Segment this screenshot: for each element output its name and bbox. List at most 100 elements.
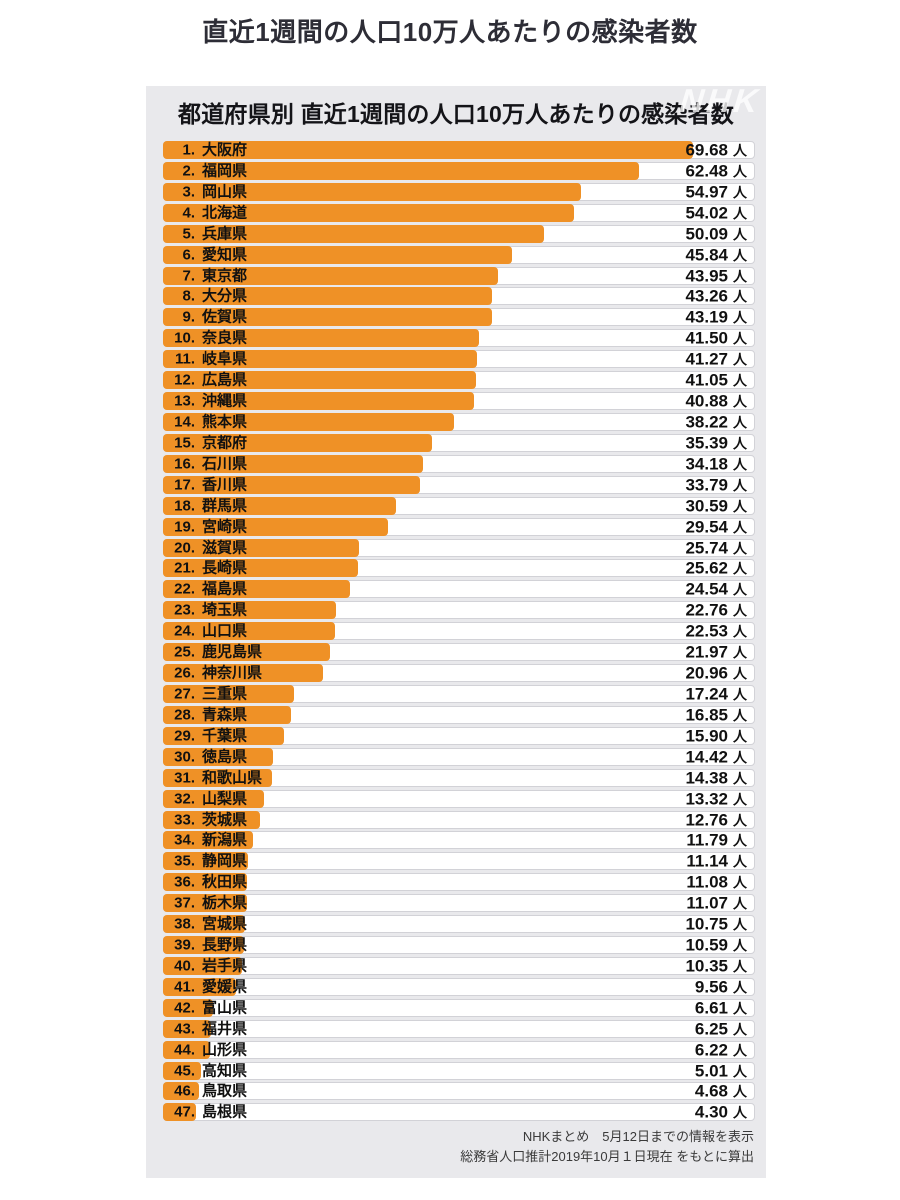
row-value-unit: 人 <box>733 519 747 536</box>
row-value-number: 43.19 <box>685 307 728 327</box>
row-value-unit: 人 <box>733 163 747 180</box>
bar <box>163 245 512 264</box>
row-value-number: 62.48 <box>685 161 728 181</box>
row-rank: 47. <box>174 1103 195 1121</box>
row-prefecture: 三重県 <box>202 685 248 703</box>
bar <box>163 496 396 515</box>
row-value: 6.25 人 <box>676 1020 747 1037</box>
row-value-number: 24.54 <box>685 579 728 599</box>
row-label: 30. 徳島県 <box>164 749 247 764</box>
row-value-unit: 人 <box>733 456 747 473</box>
row-value-number: 11.79 <box>686 830 728 850</box>
row-value-unit: 人 <box>733 351 747 368</box>
row-value-number: 54.02 <box>685 203 728 223</box>
chart-row: 14. 熊本県 38.22 人 <box>163 412 755 432</box>
bar <box>163 831 253 850</box>
row-prefecture: 福井県 <box>202 1020 248 1038</box>
bar <box>163 768 273 787</box>
row-label: 7. 東京都 <box>164 268 247 283</box>
row-prefecture: 岡山県 <box>202 183 248 201</box>
row-rank: 29. <box>174 727 195 745</box>
row-value: 41.50 人 <box>676 330 747 347</box>
row-label: 34. 新潟県 <box>164 833 247 848</box>
row-value-unit: 人 <box>733 1021 747 1038</box>
row-value-number: 10.59 <box>685 935 728 955</box>
row-prefecture: 宮城県 <box>202 915 248 933</box>
chart-row: 43. 福井県 6.25 人 <box>163 1019 755 1038</box>
row-rank: 25. <box>174 643 195 661</box>
row-rank: 27. <box>174 685 195 703</box>
row-rank: 1. <box>182 141 195 159</box>
row-value-number: 11.08 <box>686 872 728 892</box>
bar <box>163 684 295 703</box>
row-rank: 5. <box>182 225 195 243</box>
row-value-number: 34.18 <box>685 454 728 474</box>
row-value-number: 10.75 <box>685 914 728 934</box>
row-prefecture: 千葉県 <box>202 727 248 745</box>
bar <box>163 810 261 829</box>
row-value-number: 43.26 <box>685 286 728 306</box>
row-label: 25. 鹿児島県 <box>164 645 262 660</box>
row-value-unit: 人 <box>733 623 747 640</box>
row-value: 14.38 人 <box>676 769 747 786</box>
chart-row: 26. 神奈川県 20.96 人 <box>163 664 755 683</box>
row-prefecture: 徳島県 <box>202 748 248 766</box>
row-value: 10.75 人 <box>676 916 747 933</box>
row-rank: 39. <box>174 936 195 954</box>
row-label: 17. 香川県 <box>164 477 247 492</box>
row-value: 22.76 人 <box>676 602 747 619</box>
row-prefecture: 埼玉県 <box>202 601 248 619</box>
row-rank: 31. <box>174 769 195 787</box>
row-value-number: 38.22 <box>685 412 728 432</box>
row-label: 1. 大阪府 <box>164 143 247 158</box>
row-value: 16.85 人 <box>676 706 747 723</box>
row-rank: 9. <box>182 308 195 326</box>
row-label: 12. 広島県 <box>164 373 247 388</box>
row-prefecture: 北海道 <box>202 204 248 222</box>
chart-row: 13. 沖縄県 40.88 人 <box>163 392 755 411</box>
chart-row: 40. 岩手県 10.35 人 <box>163 956 755 975</box>
row-prefecture: 兵庫県 <box>202 225 248 243</box>
chart-row: 15. 京都府 35.39 人 <box>163 433 755 452</box>
chart-row: 9. 佐賀県 43.19 人 <box>163 307 755 327</box>
chart-row: 21. 長崎県 25.62 人 <box>163 559 755 578</box>
row-value-number: 15.90 <box>685 726 728 746</box>
row-value-unit: 人 <box>733 749 747 766</box>
row-rank: 20. <box>174 539 195 557</box>
row-prefecture: 神奈川県 <box>202 664 263 682</box>
row-value-number: 45.84 <box>685 245 728 265</box>
row-rank: 6. <box>182 246 195 264</box>
row-rank: 13. <box>174 392 195 410</box>
row-label: 16. 石川県 <box>164 456 247 471</box>
row-value-unit: 人 <box>733 1083 747 1100</box>
row-label: 42. 富山県 <box>164 1000 247 1015</box>
row-rank: 23. <box>174 601 195 619</box>
chart-row: 31. 和歌山県 14.38 人 <box>163 768 755 787</box>
row-value-number: 6.25 <box>694 1019 728 1039</box>
row-label: 43. 福井県 <box>164 1021 247 1036</box>
row-value-unit: 人 <box>733 393 747 410</box>
bar <box>163 308 492 327</box>
row-value: 25.62 人 <box>676 560 747 577</box>
row-value: 22.53 人 <box>676 623 747 640</box>
chart-row: 44. 山形県 6.22 人 <box>163 1040 755 1059</box>
row-value: 69.68 人 <box>676 142 747 159</box>
row-value-unit: 人 <box>733 979 747 996</box>
row-rank: 24. <box>174 622 195 640</box>
row-value-unit: 人 <box>733 1063 747 1080</box>
row-value-unit: 人 <box>733 832 747 849</box>
row-prefecture: 鹿児島県 <box>202 643 263 661</box>
row-value: 10.59 人 <box>676 937 747 954</box>
chart-row: 12. 広島県 41.05 人 <box>163 371 755 390</box>
row-value: 34.18 人 <box>676 455 747 472</box>
footer-source-line: NHKまとめ 5月12日までの情報を表示 <box>522 1129 754 1144</box>
row-value: 15.90 人 <box>676 727 747 744</box>
row-value-number: 12.76 <box>685 810 728 829</box>
row-prefecture: 愛媛県 <box>202 978 248 996</box>
chart-row: 38. 宮城県 10.75 人 <box>163 915 755 934</box>
chart-row: 10. 奈良県 41.50 人 <box>163 329 755 348</box>
bar <box>163 392 475 411</box>
row-prefecture: 山梨県 <box>202 790 248 808</box>
row-value-unit: 人 <box>733 268 747 285</box>
